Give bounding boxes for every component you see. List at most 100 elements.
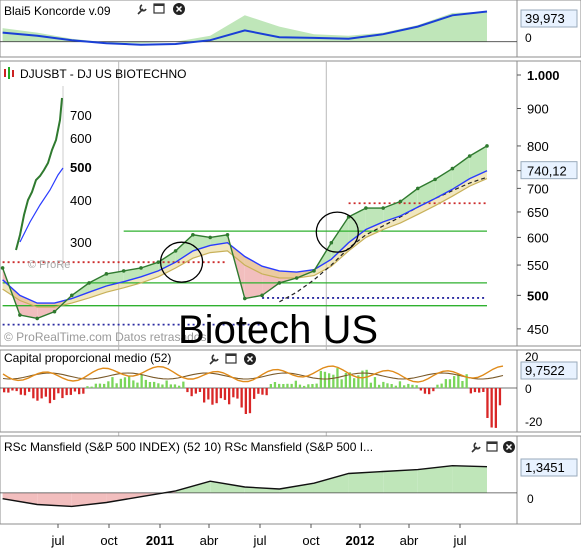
close-icon[interactable]	[173, 3, 185, 15]
rsc-area	[452, 465, 487, 493]
capital-bar	[419, 388, 422, 391]
price-panel: 700 600 500 400 300 1.000 900 800 740,12 700 650 6…	[0, 60, 581, 524]
y-tick-label: 550	[527, 258, 549, 273]
y-tick-label: 650	[527, 205, 549, 220]
inset-price-line	[15, 97, 63, 251]
capital-bar	[473, 388, 477, 393]
capital-bar	[444, 379, 447, 388]
capital-bar	[348, 372, 352, 388]
capital-bar	[269, 384, 272, 388]
price-point	[139, 266, 143, 270]
square-icon[interactable]	[486, 441, 498, 452]
ma-band	[331, 216, 349, 260]
rsc-line	[2, 464, 488, 508]
inset-tick-label: 400	[70, 193, 92, 208]
capital-bar	[373, 377, 377, 388]
capital-bar	[365, 369, 368, 388]
koncorde-value-tag	[520, 9, 578, 28]
rsc-area	[279, 483, 314, 493]
capital-bar	[478, 388, 481, 393]
rsc-area	[348, 471, 384, 493]
capital-bar	[290, 383, 293, 388]
price-point	[242, 296, 247, 301]
capital-bar	[57, 388, 60, 394]
y-tick-label: 1.000	[527, 68, 560, 83]
capital-bar	[273, 382, 277, 388]
close-icon[interactable]	[244, 353, 256, 365]
capital-bar	[461, 381, 464, 388]
capital-bar	[340, 379, 343, 388]
capital-bar	[215, 388, 218, 404]
x-tick-label: oct	[302, 533, 320, 548]
wrench-icon[interactable]	[471, 442, 481, 453]
capital-bar	[248, 388, 252, 414]
wrench-icon[interactable]	[137, 4, 147, 15]
wrench-icon[interactable]	[209, 354, 219, 365]
capital-bar	[486, 388, 489, 418]
capital-bar	[357, 375, 360, 388]
inset-tick-label: 300	[70, 235, 92, 250]
capital-bar	[111, 377, 114, 388]
price-point	[225, 232, 230, 237]
price-point	[104, 272, 109, 276]
price-point	[312, 269, 316, 273]
square-icon[interactable]	[225, 353, 237, 364]
capital-bar	[153, 381, 156, 388]
capital-axis-minus20: -20	[525, 415, 543, 429]
capital-bar	[15, 388, 18, 392]
capital-axis-20: 20	[525, 350, 539, 364]
capital-bar	[253, 388, 256, 399]
capital-bar	[482, 388, 485, 392]
y-tick-label: 800	[527, 139, 549, 154]
capital-bar	[386, 383, 389, 388]
y-tick-label: 600	[527, 230, 549, 245]
price-point	[18, 313, 22, 317]
capital-bar	[319, 370, 322, 388]
capital-bar	[257, 388, 260, 394]
inset-tick-label: 700	[70, 108, 92, 123]
capital-bar	[323, 371, 327, 388]
capital-bar	[465, 374, 468, 388]
x-tick-label: abr	[200, 533, 219, 548]
capital-bar	[344, 373, 347, 388]
square-icon[interactable]	[153, 3, 165, 14]
capital-bar	[303, 385, 306, 388]
ma-band	[175, 234, 193, 263]
capital-bar	[182, 381, 185, 388]
capital-bar	[332, 374, 335, 388]
capital-bar	[228, 388, 231, 405]
capital-bar	[144, 379, 147, 388]
price-point	[87, 281, 91, 285]
price-point	[69, 293, 74, 298]
price-point	[398, 199, 403, 204]
ma-blue-line	[2, 170, 488, 304]
capital-bar	[169, 384, 172, 388]
koncorde-line	[2, 10, 488, 46]
capital-bar	[36, 388, 39, 401]
capital-bar	[286, 383, 289, 388]
capital-bar	[161, 384, 164, 388]
rsc-area	[417, 465, 453, 493]
inset-tick-label: 600	[70, 131, 92, 146]
capital-bar	[244, 388, 247, 414]
capital-bar	[115, 383, 118, 388]
capital-bar	[394, 385, 397, 388]
capital-bar	[298, 384, 302, 388]
rsc-area	[210, 481, 245, 493]
ma-band	[192, 234, 211, 251]
capital-bar	[240, 388, 243, 408]
koncorde-area	[2, 11, 487, 44]
capital-bar	[328, 373, 331, 388]
price-point	[450, 166, 455, 171]
chart-icon	[4, 67, 14, 79]
capital-bar	[186, 388, 189, 393]
capital-bar	[136, 382, 139, 388]
price-point	[208, 235, 212, 240]
capital-signal-line	[2, 372, 504, 380]
capital-bar	[194, 388, 197, 394]
capital-bar	[28, 388, 31, 392]
capital-bar	[353, 378, 356, 388]
capital-bar	[223, 388, 227, 400]
capital-bar	[436, 384, 439, 388]
close-icon[interactable]	[503, 441, 515, 453]
